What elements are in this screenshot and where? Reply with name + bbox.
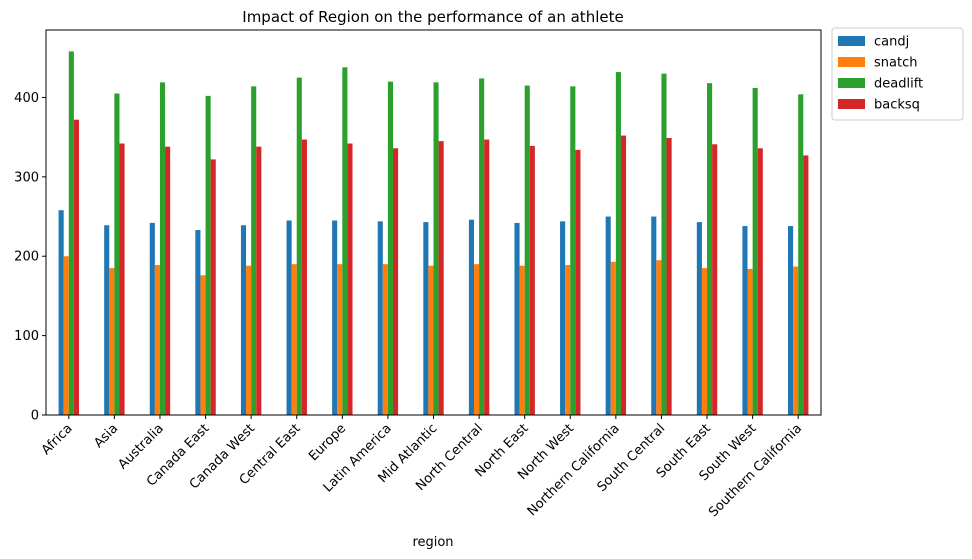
bar-candj-south-west [742,226,748,415]
legend-frame [831,27,964,121]
bar-backsq-north-west [575,149,581,415]
bar-deadlift-asia [114,93,120,415]
bar-backsq-africa [73,119,79,415]
bar-deadlift-south-west [752,87,758,415]
bar-deadlift-north-central [479,78,485,416]
bar-snatch-north-west [565,264,571,415]
bar-deadlift-mid-atlantic [433,82,439,415]
bar-snatch-africa [63,256,69,415]
y-tick-label: 300 [14,170,39,185]
bar-candj-northern-california [605,216,611,415]
bars-group [58,51,809,416]
bar-deadlift-australia [159,82,166,415]
bar-backsq-south-east [712,144,718,415]
x-axis-title: region [412,535,453,550]
y-tick-label: 200 [14,250,39,265]
bar-candj-north-east [514,222,520,415]
bar-snatch-south-central [656,260,662,415]
bar-snatch-south-east [701,268,708,415]
bar-snatch-asia [109,268,115,415]
bar-candj-europe [332,220,338,415]
bar-snatch-north-east [519,265,525,415]
bar-deadlift-central-east [296,77,302,415]
bar-deadlift-latin-america [387,81,394,415]
bar-deadlift-canada-east [205,95,211,415]
x-tick-label: Southern California [706,421,805,520]
legend-swatch-snatch [838,57,865,67]
bar-backsq-mid-atlantic [438,141,444,415]
bar-snatch-australia [154,264,160,415]
bar-snatch-canada-west [246,265,252,415]
y-tick-label: 0 [31,409,39,424]
bar-backsq-southern-california [803,155,809,416]
bar-candj-asia [104,225,110,415]
bar-snatch-south-west [747,268,753,415]
bar-candj-latin-america [377,221,383,415]
bar-deadlift-northern-california [615,72,621,415]
bar-deadlift-north-west [570,86,576,416]
y-axis: 0 100 200 300 400 [14,91,46,424]
y-tick-label: 400 [14,91,39,106]
legend-label-deadlift: deadlift [874,77,923,92]
bar-backsq-south-central [666,137,672,415]
x-tick-label: Asia [91,421,121,451]
legend-swatch-deadlift [838,78,865,88]
bar-candj-canada-west [240,225,247,415]
bar-backsq-canada-west [256,146,262,415]
x-tick-label: Africa [39,421,76,458]
legend-swatch-candj [838,36,865,46]
bar-deadlift-south-central [661,73,667,415]
bar-deadlift-africa [68,51,74,416]
bar-candj-africa [58,210,64,415]
bar-deadlift-south-east [707,83,713,415]
bar-backsq-europe [347,143,353,415]
bar-snatch-north-central [473,264,480,415]
legend-label-snatch: snatch [874,56,917,71]
bar-candj-south-east [696,222,702,415]
legend: candj snatch deadlift backsq [831,27,964,121]
bar-candj-australia [149,222,155,415]
bar-snatch-latin-america [382,264,388,415]
bar-backsq-asia [119,143,125,415]
bar-backsq-central-east [301,139,307,416]
bar-backsq-north-east [529,145,535,415]
bar-candj-canada-east [195,230,201,415]
x-tick-label: Europe [306,421,349,464]
bar-candj-south-central [651,216,657,415]
bar-candj-north-west [560,221,566,415]
legend-label-candj: candj [874,35,909,50]
bar-candj-north-central [468,219,474,415]
bar-snatch-europe [337,264,343,415]
bar-backsq-australia [165,146,171,415]
bar-candj-southern-california [788,226,794,415]
bar-snatch-northern-california [610,261,616,415]
bar-snatch-canada-east [200,275,206,415]
bar-backsq-northern-california [620,135,627,415]
bar-deadlift-southern-california [798,94,804,416]
bar-backsq-latin-america [393,148,399,415]
bar-snatch-central-east [291,264,297,415]
bar-snatch-mid-atlantic [428,265,434,415]
bar-backsq-north-central [484,139,490,416]
bar-deadlift-north-east [524,85,530,415]
y-tick-label: 100 [14,329,39,344]
chart-title: Impact of Region on the performance of a… [242,8,623,26]
bar-backsq-south-west [757,148,763,415]
bar-candj-mid-atlantic [423,222,429,415]
bar-candj-central-east [286,220,292,415]
bar-snatch-southern-california [793,266,799,415]
bar-backsq-canada-east [210,159,216,415]
bar-deadlift-europe [342,67,348,415]
bar-deadlift-canada-west [251,86,257,416]
legend-swatch-backsq [838,99,865,109]
legend-label-backsq: backsq [874,98,920,113]
